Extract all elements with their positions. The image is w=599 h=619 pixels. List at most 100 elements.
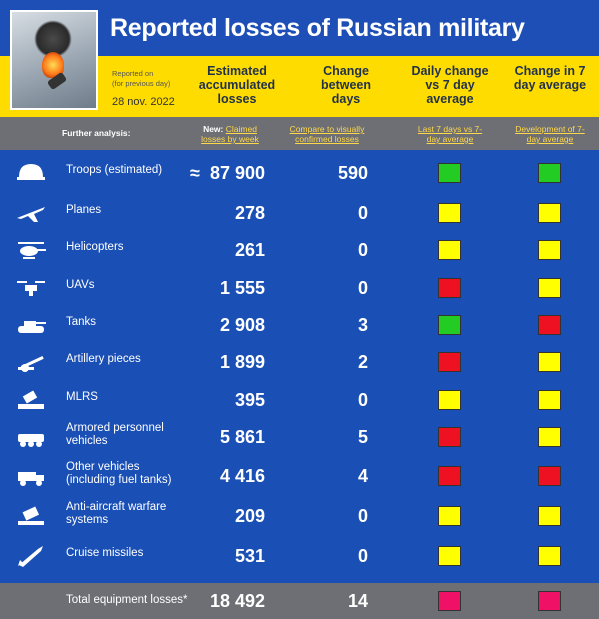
seven-day-indicator [538,466,561,486]
column-header-change: Change between days [320,64,371,106]
daily-indicator [438,466,461,486]
approx-symbol: ≈ [190,163,200,183]
accumulated-value: 1 899 [219,352,265,372]
table-row: Troops (estimated) ≈87 900 590 [0,155,599,192]
table-row: Anti-aircraft warfare systems 209 0 [0,498,599,535]
footer-bar [0,583,599,619]
reported-on-label: Reported on (for previous day) [112,69,171,88]
seven-day-indicator [538,240,561,260]
change-value: 0 [357,390,368,410]
change-value: 3 [357,315,368,335]
daily-indicator [438,278,461,298]
change-value: 0 [357,203,368,223]
row-label: Troops (estimated) [66,164,163,176]
plane-icon [14,200,48,226]
row-label: UAVs [66,279,95,291]
row-label: Helicopters [66,241,124,253]
change-value: 590 [337,163,368,183]
seven-day-indicator [538,278,561,298]
change-value: 0 [357,546,368,566]
further-analysis-label: Further analysis: [62,128,131,138]
footer-seven-day-indicator [538,591,561,611]
mlrs-icon [14,387,48,413]
helicopter-icon [14,237,48,263]
artillery-icon [14,349,48,375]
accumulated-value: 531 [234,546,265,566]
subheader-bar [0,117,599,150]
row-label: Anti-aircraft warfare systems [66,501,167,526]
change-value: 0 [357,240,368,260]
daily-indicator [438,203,461,223]
table-row: Artillery pieces 1 899 2 [0,344,599,381]
smoke-shape [34,20,72,58]
table-row: Tanks 2 908 3 [0,307,599,344]
seven-day-indicator [538,427,561,447]
accumulated-value: 5 861 [219,427,265,447]
row-label: Other vehicles (including fuel tanks) [66,461,172,486]
apc-icon [14,424,48,450]
daily-indicator [438,352,461,372]
daily-indicator [438,163,461,183]
accumulated-value: 4 416 [219,466,265,486]
accumulated-value: 209 [234,506,265,526]
seven-day-indicator [538,506,561,526]
change-value: 4 [357,466,368,486]
row-label: MLRS [66,391,98,403]
daily-indicator [438,546,461,566]
report-date: 28 nov. 2022 [112,96,175,108]
vehicle-icon [14,463,48,489]
change-value: 2 [357,352,368,372]
column-header-bar [0,56,599,117]
daily-indicator [438,315,461,335]
row-label: Tanks [66,316,97,328]
daily-indicator [438,427,461,447]
accumulated-value: 2 908 [219,315,265,335]
seven-day-indicator [538,352,561,372]
column-header-daily: Daily change vs 7 day average [411,64,489,106]
seven-day-indicator [538,163,561,183]
footer-label: Total equipment losses* [66,594,188,606]
row-label: Planes [66,204,102,216]
accumulated-value: 1 555 [219,278,265,298]
daily-indicator [438,240,461,260]
footer-total: 18 492 [209,591,265,611]
seven-day-indicator [538,315,561,335]
seven-day-indicator [538,546,561,566]
fire-shape [42,52,64,78]
page-title: Reported losses of Russian military [110,14,525,42]
table-row: UAVs 1 555 0 [0,270,599,307]
accumulated-value: 278 [234,203,265,223]
claimed-by-week-link[interactable]: New: Claimed losses by week [201,124,259,144]
column-header-accumulated: Estimated accumulated losses [198,64,276,106]
header-photo [10,10,98,110]
header-bar [0,0,599,56]
table-row: Armored personnel vehicles 5 861 5 [0,419,599,456]
last-seven-days-link[interactable]: Last 7 days vs 7-day average [417,124,483,144]
accumulated-value: 87 900 [209,163,265,183]
footer-change: 14 [347,591,368,611]
helmet-icon [14,160,48,186]
missile-icon [14,543,48,569]
seven-day-development-link[interactable]: Development of 7-day average [515,124,585,144]
anti-aircraft-icon [14,503,48,529]
table-row: Other vehicles (including fuel tanks) 4 4… [0,458,599,495]
compare-confirmed-link[interactable]: Compare to visually confirmed losses [289,124,365,144]
change-value: 5 [357,427,368,447]
seven-day-indicator [538,203,561,223]
footer-daily-indicator [438,591,461,611]
row-label: Armored personnel vehicles [66,422,164,447]
tank-icon [14,312,48,338]
daily-indicator [438,506,461,526]
accumulated-value: 395 [234,390,265,410]
column-header-seven-day: Change in 7 day average [513,64,587,92]
daily-indicator [438,390,461,410]
seven-day-indicator [538,390,561,410]
row-label: Artillery pieces [66,353,141,365]
table-row: MLRS 395 0 [0,382,599,419]
row-label: Cruise missiles [66,547,144,559]
table-row: Cruise missiles 531 0 [0,538,599,575]
table-row: Planes 278 0 [0,195,599,232]
change-value: 0 [357,278,368,298]
drone-icon [14,275,48,301]
change-value: 0 [357,506,368,526]
